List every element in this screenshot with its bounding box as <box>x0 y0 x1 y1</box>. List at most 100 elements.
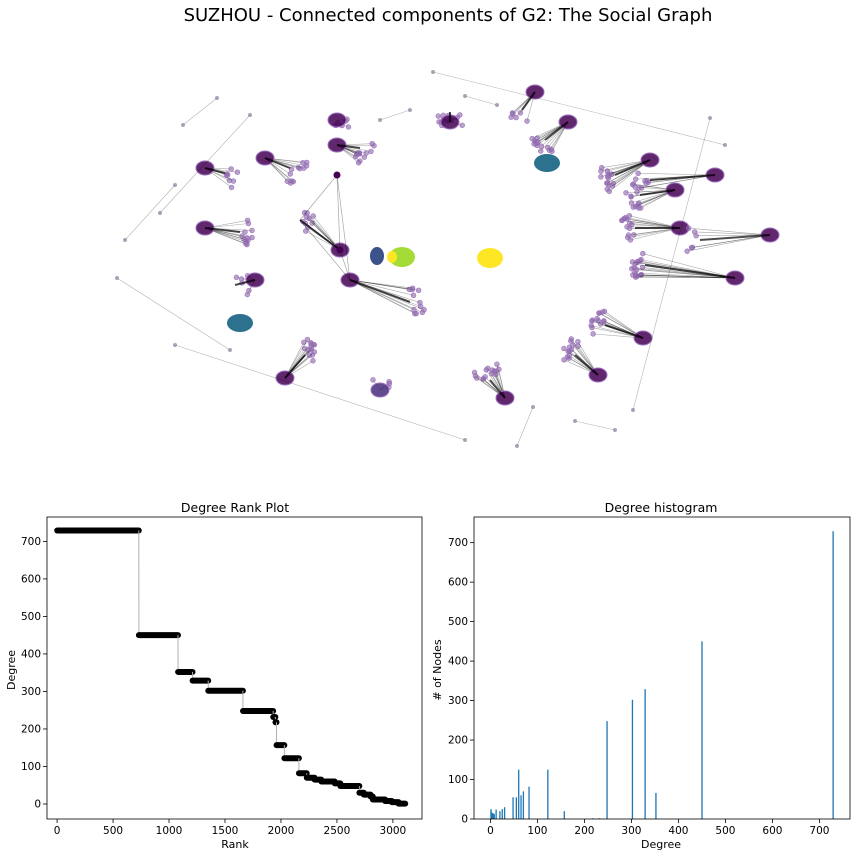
network-node <box>485 365 491 372</box>
network-node <box>300 160 306 166</box>
hist-bar <box>547 769 549 819</box>
network-node <box>613 428 617 432</box>
network-node <box>409 285 416 291</box>
network-node <box>531 405 535 409</box>
network-edge <box>516 406 534 447</box>
rank-plot-marks <box>54 527 409 807</box>
network-edge-bundle <box>649 174 716 181</box>
network-node <box>357 158 363 164</box>
hist-ytick-label: 200 <box>448 735 468 747</box>
network-node <box>309 220 315 226</box>
network-edge <box>636 276 736 279</box>
hist-ytick-label: 500 <box>448 616 468 628</box>
network-node <box>494 361 500 367</box>
network-node <box>610 180 617 187</box>
network-node <box>356 151 363 157</box>
hist-xtick-label: 100 <box>527 825 547 837</box>
network-edge-bundle <box>336 144 361 149</box>
rank-ytick-label: 700 <box>21 536 41 548</box>
network-edge-bundle <box>234 279 256 286</box>
network-node <box>238 276 245 282</box>
network-node <box>480 376 486 382</box>
network-edge <box>691 234 771 248</box>
network-edge <box>299 174 338 221</box>
network-edge <box>174 344 466 441</box>
network-node <box>629 259 636 265</box>
network-node <box>589 317 596 323</box>
network-node <box>378 118 382 122</box>
network-edge <box>124 184 176 241</box>
hist-xtick-label: 0 <box>487 825 494 837</box>
network-node <box>459 122 465 128</box>
network-node <box>534 135 540 141</box>
network-component-node <box>477 248 503 268</box>
network-node <box>723 143 727 147</box>
hist-ytick-label: 700 <box>448 537 468 549</box>
network-edge <box>379 109 411 121</box>
network-node <box>534 142 540 149</box>
network-node <box>301 209 308 216</box>
network-node <box>624 224 630 230</box>
network-component-node <box>227 314 253 332</box>
network-edge-bundle <box>699 234 771 241</box>
network-node <box>228 166 234 172</box>
network-node <box>386 379 392 385</box>
rank-xtick-label: 3000 <box>380 825 407 837</box>
network-edge <box>299 219 351 281</box>
network-node <box>173 183 177 187</box>
network-edge <box>349 279 417 314</box>
network-edge <box>632 117 711 411</box>
hist-bar <box>606 721 608 819</box>
network-edge <box>694 231 771 236</box>
network-node <box>568 336 575 342</box>
network-node <box>295 164 302 171</box>
network-node <box>284 178 291 184</box>
hist-bar <box>701 641 703 819</box>
network-node <box>412 310 418 317</box>
network-edge <box>432 71 726 146</box>
network-edge <box>336 174 341 251</box>
network-node <box>173 343 177 347</box>
network-node <box>123 238 127 242</box>
network-node <box>246 287 252 294</box>
hist-bar <box>644 689 646 819</box>
network-node <box>635 170 641 177</box>
network-node <box>304 336 311 343</box>
hist-marks <box>490 531 834 819</box>
network-node <box>635 201 641 208</box>
network-node <box>509 110 516 116</box>
network-node <box>630 204 636 210</box>
rank-ytick-label: 200 <box>21 723 41 735</box>
network-node <box>368 148 374 155</box>
network-node <box>636 185 642 191</box>
hist-bar <box>631 699 634 819</box>
hist-ytick-label: 400 <box>448 656 468 668</box>
rank-ytick-label: 300 <box>21 686 41 698</box>
network-component-node <box>370 247 384 265</box>
network-hub-node <box>327 112 347 128</box>
network-node <box>215 96 219 100</box>
network-node <box>303 214 310 220</box>
hist-xtick-label: 600 <box>762 825 782 837</box>
network-node <box>308 340 314 346</box>
network-edge <box>641 174 716 189</box>
hist-bar <box>495 809 497 819</box>
network-edge-bundle <box>204 167 226 174</box>
network-node <box>408 108 412 112</box>
network-node <box>230 178 237 184</box>
network-edge-bundle <box>264 157 291 169</box>
hist-bar <box>563 811 565 819</box>
network-graph <box>115 70 780 448</box>
network-edge <box>642 253 736 279</box>
network-node <box>515 444 519 448</box>
network-node <box>601 308 608 314</box>
network-node <box>628 194 634 200</box>
hist-xlabel: Degree <box>641 838 681 851</box>
network-node <box>290 178 297 185</box>
network-node <box>472 373 479 379</box>
hist-xtick-label: 500 <box>715 825 735 837</box>
network-edge <box>349 279 413 290</box>
network-node <box>435 113 442 119</box>
hist-ytick-label: 0 <box>461 814 468 826</box>
